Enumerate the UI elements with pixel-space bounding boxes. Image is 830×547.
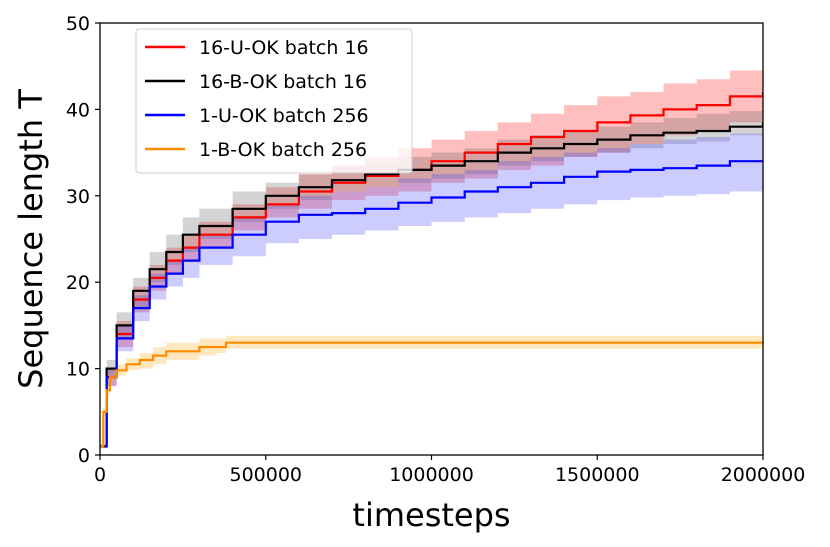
legend-label-0: 16-U-OK batch 16 bbox=[199, 37, 369, 59]
plot-frame bbox=[99, 22, 764, 456]
series-line-3 bbox=[100, 341, 763, 448]
y-tick-label: 20 bbox=[66, 272, 90, 294]
legend-label-1: 16-B-OK batch 16 bbox=[199, 71, 367, 93]
series-band-1 bbox=[100, 109, 763, 449]
y-axis-title: Sequence length T bbox=[12, 89, 50, 389]
x-tick-label: 1500000 bbox=[555, 464, 640, 486]
series-band-2 bbox=[100, 131, 763, 449]
legend-label-2: 1-U-OK batch 256 bbox=[199, 105, 369, 127]
legend: 16-U-OK batch 16 16-B-OK batch 16 1-U-OK b… bbox=[135, 28, 413, 174]
y-tick-label: 0 bbox=[78, 445, 90, 467]
y-tick-label: 30 bbox=[66, 186, 90, 208]
y-tick-label: 50 bbox=[66, 13, 90, 35]
x-axis-ticks: 0 500000 1000000 1500000 2000000 bbox=[94, 455, 805, 486]
legend-box bbox=[135, 28, 413, 174]
x-axis-title: timesteps bbox=[352, 496, 510, 534]
x-tick-label: 0 bbox=[94, 464, 106, 486]
plot-area bbox=[100, 70, 763, 449]
y-axis-ticks: 0 10 20 30 40 50 bbox=[66, 13, 100, 467]
y-tick-label: 10 bbox=[66, 359, 90, 381]
x-tick-label: 1000000 bbox=[389, 464, 474, 486]
y-tick-label: 40 bbox=[66, 99, 90, 121]
x-tick-label: 2000000 bbox=[721, 464, 806, 486]
x-tick-label: 500000 bbox=[229, 464, 302, 486]
series-line-2 bbox=[100, 160, 763, 448]
legend-label-3: 1-B-OK batch 256 bbox=[199, 139, 367, 161]
series-band-3 bbox=[100, 335, 763, 449]
series-line-1 bbox=[100, 122, 763, 448]
